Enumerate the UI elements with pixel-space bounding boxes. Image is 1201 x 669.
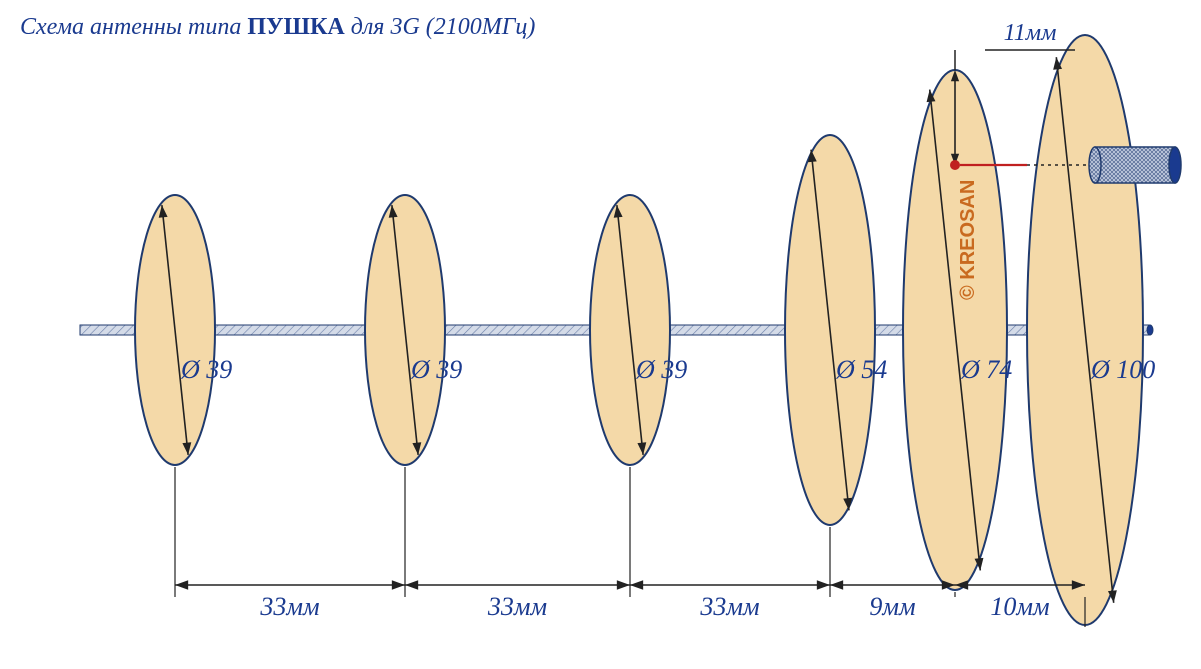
disc-4: Ø 54: [785, 135, 887, 525]
disc-dia-label-1: Ø 39: [180, 355, 232, 384]
feed-offset-label: 11мм: [1004, 20, 1057, 46]
spacing-label-2: 33мм: [487, 592, 547, 621]
watermark-kreosan: © KREOSAN: [957, 180, 979, 300]
spacing-label-1: 33мм: [259, 592, 319, 621]
coax-cable: [1089, 147, 1181, 183]
disc-dia-label-3: Ø 39: [635, 355, 687, 384]
disc-6: Ø 100: [1027, 35, 1155, 625]
feed-point-dot: [950, 160, 960, 170]
disc-dia-label-4: Ø 54: [835, 355, 887, 384]
disc-dia-label-2: Ø 39: [410, 355, 462, 384]
disc-dia-label-5: Ø 74: [960, 355, 1012, 384]
disc-dia-label-6: Ø 100: [1090, 355, 1155, 384]
spacing-label-3: 33мм: [699, 592, 759, 621]
spacing-label-4: 9мм: [869, 592, 915, 621]
spacing-label-5: 10мм: [990, 592, 1049, 621]
disc-5: Ø 74: [903, 70, 1012, 590]
diagram-svg: Ø 39 Ø 39 Ø 39 Ø 54 Ø 74 Ø 100 11мм © KREOSAN 33…: [0, 0, 1201, 669]
